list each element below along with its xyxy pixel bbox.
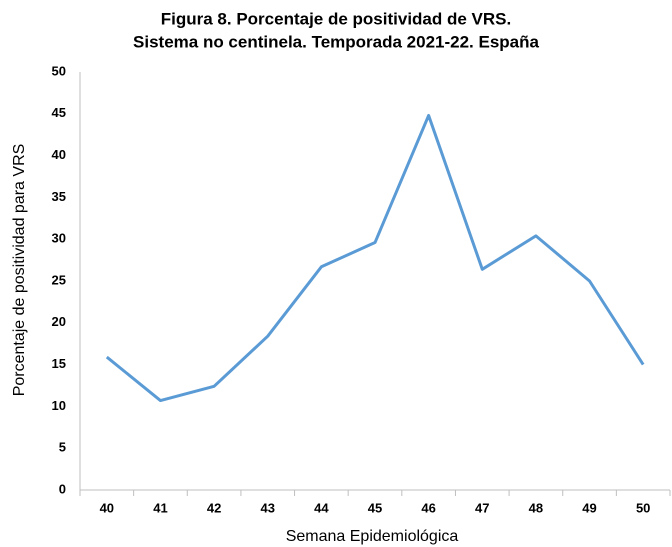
x-tick-label: 49 — [582, 500, 596, 515]
x-tick-label: 50 — [636, 500, 650, 515]
y-axis-title: Porcentaje de positividad para VRS — [11, 144, 28, 397]
y-tick-label: 50 — [52, 63, 66, 78]
chart-subtitle: Sistema no centinela. Temporada 2021-22.… — [133, 32, 540, 51]
y-tick-label: 5 — [59, 440, 66, 455]
x-axis-title: Semana Epidemiológica — [286, 528, 459, 545]
data-line — [105, 113, 645, 403]
x-tick-label: 45 — [368, 500, 382, 515]
x-tick-label: 42 — [207, 500, 221, 515]
x-tick-label: 48 — [529, 500, 543, 515]
x-tick-label: 40 — [100, 500, 114, 515]
y-tick-label: 15 — [52, 356, 66, 371]
chart-title: Figura 8. Porcentaje de positividad de V… — [161, 9, 511, 28]
y-tick-label: 30 — [52, 231, 66, 246]
x-tick-label: 46 — [421, 500, 435, 515]
y-tick-label: 20 — [52, 314, 66, 329]
x-tick-label: 43 — [260, 500, 274, 515]
y-tick-label: 35 — [52, 189, 66, 204]
y-tick-label: 25 — [52, 272, 66, 287]
y-tick-label: 0 — [59, 481, 66, 496]
y-tick-label: 10 — [52, 398, 66, 413]
y-tick-label: 45 — [52, 105, 66, 120]
x-tick-label: 41 — [153, 500, 167, 515]
x-tick-label: 47 — [475, 500, 489, 515]
y-tick-label: 40 — [52, 147, 66, 162]
x-tick-label: 44 — [314, 500, 329, 515]
